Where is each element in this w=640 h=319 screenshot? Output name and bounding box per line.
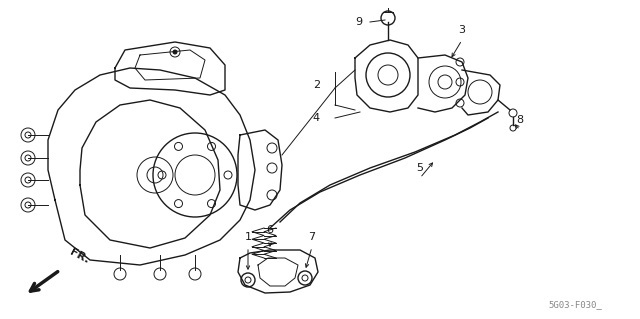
Text: 5G03-F030_: 5G03-F030_ [548, 300, 602, 309]
Text: 3: 3 [458, 25, 465, 35]
Text: 5: 5 [417, 163, 424, 173]
Text: FR.: FR. [68, 247, 91, 265]
Text: 9: 9 [355, 17, 362, 27]
Text: 4: 4 [313, 113, 320, 123]
Text: 6: 6 [266, 225, 273, 235]
Text: 7: 7 [308, 232, 316, 242]
Text: 8: 8 [516, 115, 524, 125]
Circle shape [173, 50, 177, 54]
Text: 1: 1 [244, 232, 252, 242]
Text: 2: 2 [313, 80, 320, 90]
